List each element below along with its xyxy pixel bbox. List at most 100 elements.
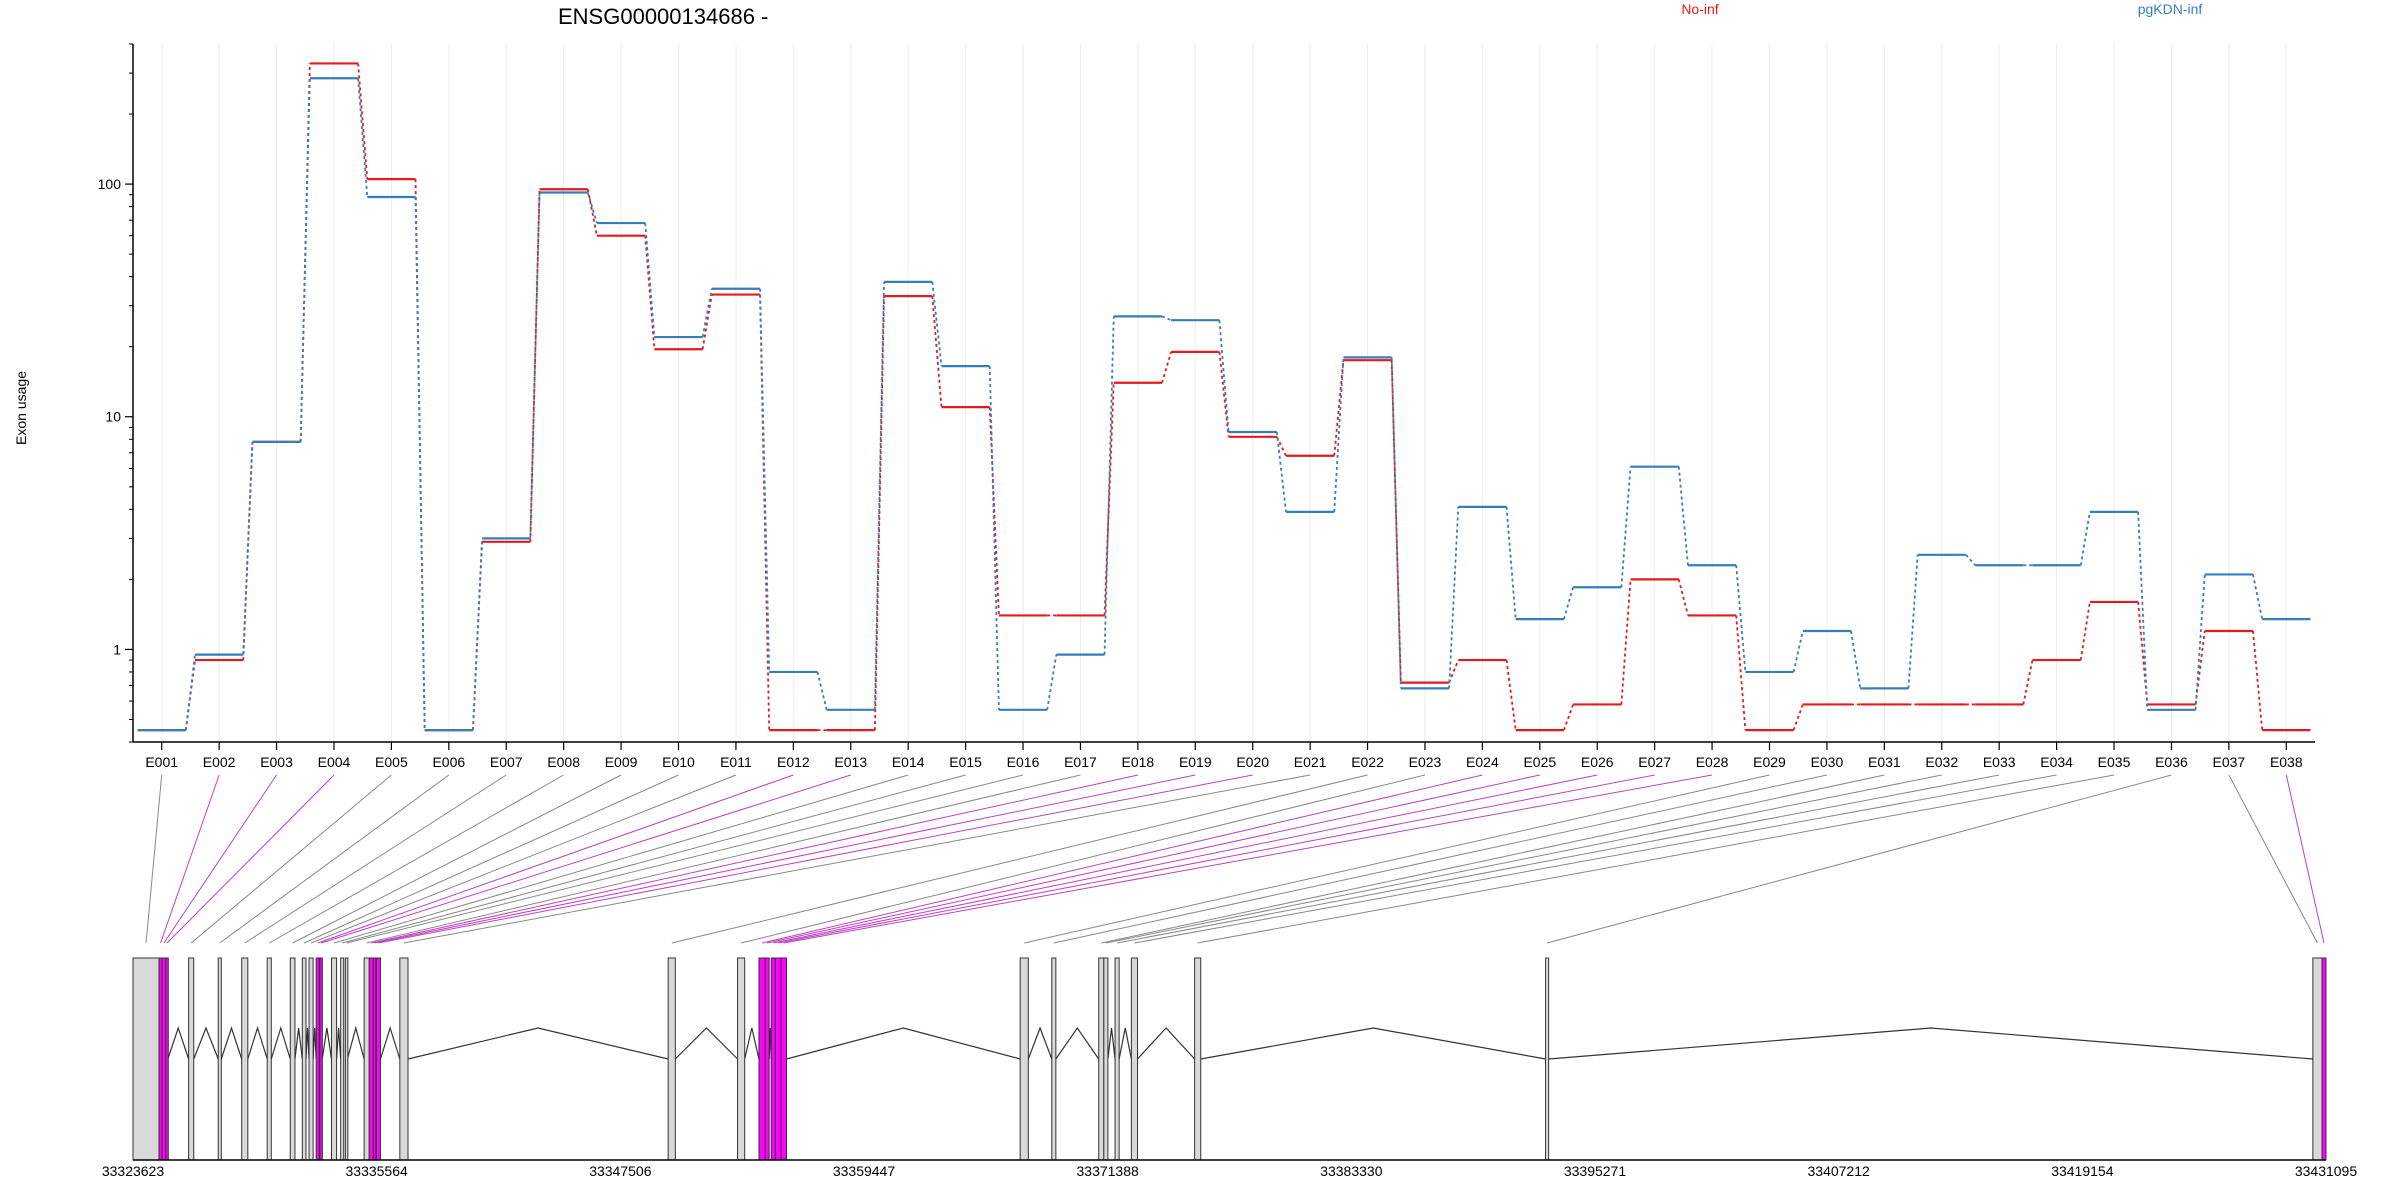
x-tick-label-e019: E019 bbox=[1179, 754, 1212, 770]
series-connector bbox=[1103, 382, 1115, 616]
series-connector bbox=[1333, 357, 1345, 512]
genomic-coordinate-label: 33335564 bbox=[346, 1163, 409, 1179]
series-connector bbox=[1907, 554, 1919, 689]
series-connector bbox=[1792, 630, 1804, 673]
x-tick-label-e020: E020 bbox=[1236, 754, 1269, 770]
x-tick-label-e030: E030 bbox=[1811, 754, 1844, 770]
series-connector bbox=[529, 189, 541, 542]
connector-line-e026 bbox=[773, 774, 1598, 944]
exon-box-e020 bbox=[375, 957, 381, 1161]
x-tick-label-e035: E035 bbox=[2098, 754, 2131, 770]
connector-line-e009 bbox=[292, 774, 622, 944]
series-lines bbox=[137, 62, 2311, 732]
connector-line-e004 bbox=[166, 774, 335, 944]
genomic-coordinate-labels: 33323623 33335564 33347506 33359447 33371388… bbox=[102, 1163, 2358, 1179]
x-tick-label-e008: E008 bbox=[547, 754, 580, 770]
x-tick-label-e012: E012 bbox=[777, 754, 810, 770]
x-tick-label-e003: E003 bbox=[260, 754, 293, 770]
series-pgkdn-inf bbox=[137, 77, 2311, 732]
connector-line-e025 bbox=[767, 774, 1540, 944]
series-connector bbox=[1333, 360, 1345, 456]
exon-box-e031 bbox=[1098, 957, 1105, 1161]
series-connector bbox=[873, 281, 885, 710]
connector-line-e029 bbox=[1024, 774, 1770, 944]
connector-line-e034 bbox=[1134, 774, 2057, 944]
series-connector bbox=[586, 192, 598, 224]
series-connector bbox=[701, 288, 713, 338]
intron-line bbox=[1137, 1027, 1196, 1060]
x-tick-label-e009: E009 bbox=[605, 754, 638, 770]
series-connector bbox=[357, 63, 369, 180]
y-tick-label: 100 bbox=[98, 176, 122, 192]
series-connector bbox=[472, 538, 484, 731]
exon-box-e022 bbox=[667, 957, 676, 1161]
series-connector bbox=[1850, 630, 1862, 689]
intron-line bbox=[674, 1027, 738, 1060]
series-connector bbox=[1965, 554, 1976, 566]
series-connector bbox=[1677, 579, 1689, 616]
x-tick-label-e005: E005 bbox=[375, 754, 408, 770]
series-connector bbox=[242, 441, 254, 655]
exon-box-e007 bbox=[241, 957, 249, 1161]
intron-line bbox=[305, 1027, 310, 1060]
x-tick-label-e027: E027 bbox=[1638, 754, 1671, 770]
genomic-coordinate-label: 33383330 bbox=[1320, 1163, 1383, 1179]
exon-box-e005 bbox=[188, 957, 195, 1161]
series-connector bbox=[1792, 704, 1804, 731]
series-connector bbox=[2194, 630, 2206, 705]
series-connector bbox=[2252, 574, 2264, 620]
y-tick-label: 10 bbox=[105, 409, 121, 425]
exon-box-e025 bbox=[764, 957, 770, 1161]
x-tick-label-e037: E037 bbox=[2213, 754, 2246, 770]
exon-box-e017 bbox=[363, 957, 370, 1161]
series-connector bbox=[2079, 601, 2091, 661]
gene-model bbox=[132, 957, 2327, 1161]
intron-line bbox=[312, 1027, 317, 1060]
genomic-coordinate-label: 33323623 bbox=[102, 1163, 165, 1179]
intron-line bbox=[270, 1025, 291, 1060]
series-connector bbox=[644, 222, 656, 338]
connector-line-e011 bbox=[310, 774, 737, 944]
series-connector bbox=[586, 189, 598, 236]
grid-lines bbox=[161, 44, 2287, 742]
exon-box-e016 bbox=[344, 957, 349, 1161]
series-connector bbox=[2194, 574, 2206, 710]
series-connector bbox=[1735, 565, 1747, 673]
series-connector bbox=[1390, 357, 1402, 689]
series-connector bbox=[1218, 351, 1230, 437]
series-connector bbox=[701, 294, 713, 350]
connector-line-e008 bbox=[268, 774, 564, 944]
series-connector bbox=[414, 196, 426, 731]
legend-entry-no-inf: No-inf bbox=[1681, 1, 1718, 17]
connector-line-e022 bbox=[671, 774, 1368, 944]
series-connector bbox=[2137, 511, 2149, 710]
x-tick-label-e002: E002 bbox=[203, 754, 236, 770]
x-tick-label-e016: E016 bbox=[1007, 754, 1040, 770]
intron-line bbox=[193, 1026, 219, 1060]
connector-line-e016 bbox=[346, 774, 1024, 944]
intron-line bbox=[379, 1025, 401, 1060]
intron-line bbox=[167, 1026, 190, 1060]
chart-title: ENSG00000134686 - bbox=[558, 4, 768, 29]
exon-box-e027 bbox=[774, 957, 782, 1161]
series-connector bbox=[472, 541, 484, 731]
x-tick-label-e031: E031 bbox=[1868, 754, 1901, 770]
series-connector bbox=[1218, 320, 1230, 433]
exon-box-e029 bbox=[1019, 957, 1029, 1161]
exon-box-e001 bbox=[132, 957, 160, 1161]
intron-line bbox=[1118, 1027, 1132, 1060]
intron-line bbox=[407, 1027, 669, 1060]
x-tick-label-e024: E024 bbox=[1466, 754, 1499, 770]
exon-box-e006 bbox=[217, 957, 222, 1161]
connector-line-e035 bbox=[1197, 774, 2115, 944]
exon-box-e010 bbox=[301, 957, 307, 1161]
intron-line bbox=[247, 1025, 268, 1060]
series-connector bbox=[1735, 615, 1747, 731]
y-axis-ticks: 1 10 100 bbox=[98, 43, 133, 743]
genomic-coordinate-label: 33419154 bbox=[2051, 1163, 2114, 1179]
x-tick-label-e022: E022 bbox=[1351, 754, 1384, 770]
x-tick-label-e006: E006 bbox=[432, 754, 465, 770]
x-axis-ticks: E001 E002 E003 E004 E005 E006 E007 E008 E009 E010… bbox=[145, 742, 2303, 770]
series-connector bbox=[759, 288, 771, 672]
